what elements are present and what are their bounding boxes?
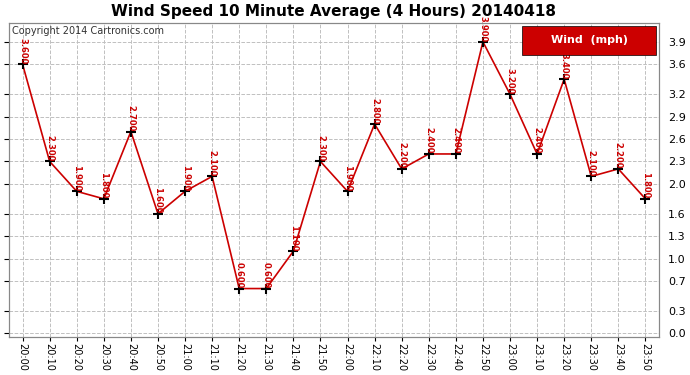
Text: 0.600: 0.600	[262, 262, 270, 288]
Text: 1.100: 1.100	[289, 225, 298, 251]
Text: 2.300: 2.300	[316, 135, 325, 162]
Text: 1.900: 1.900	[181, 165, 190, 191]
Text: 2.100: 2.100	[208, 150, 217, 176]
Text: 2.400: 2.400	[533, 128, 542, 154]
Text: 3.600: 3.600	[18, 38, 27, 64]
Text: 2.800: 2.800	[370, 98, 379, 124]
Text: 2.200: 2.200	[397, 142, 406, 169]
Text: Copyright 2014 Cartronics.com: Copyright 2014 Cartronics.com	[12, 26, 164, 36]
Text: 3.200: 3.200	[506, 68, 515, 94]
Text: 3.400: 3.400	[560, 53, 569, 79]
Text: 0.600: 0.600	[235, 262, 244, 288]
FancyBboxPatch shape	[522, 26, 656, 54]
Text: 1.900: 1.900	[72, 165, 81, 191]
Text: 1.800: 1.800	[641, 172, 650, 199]
Title: Wind Speed 10 Minute Average (4 Hours) 20140418: Wind Speed 10 Minute Average (4 Hours) 2…	[112, 4, 556, 19]
Text: 3.900: 3.900	[478, 15, 487, 42]
Text: 1.800: 1.800	[99, 172, 108, 199]
Text: 2.400: 2.400	[451, 128, 460, 154]
Text: 2.300: 2.300	[45, 135, 54, 162]
Text: 2.100: 2.100	[586, 150, 595, 176]
Text: 1.900: 1.900	[343, 165, 352, 191]
Text: Wind  (mph): Wind (mph)	[551, 35, 628, 45]
Text: 2.700: 2.700	[126, 105, 135, 132]
Text: 2.200: 2.200	[614, 142, 623, 169]
Text: 2.400: 2.400	[424, 128, 433, 154]
Text: 1.600: 1.600	[153, 187, 162, 214]
